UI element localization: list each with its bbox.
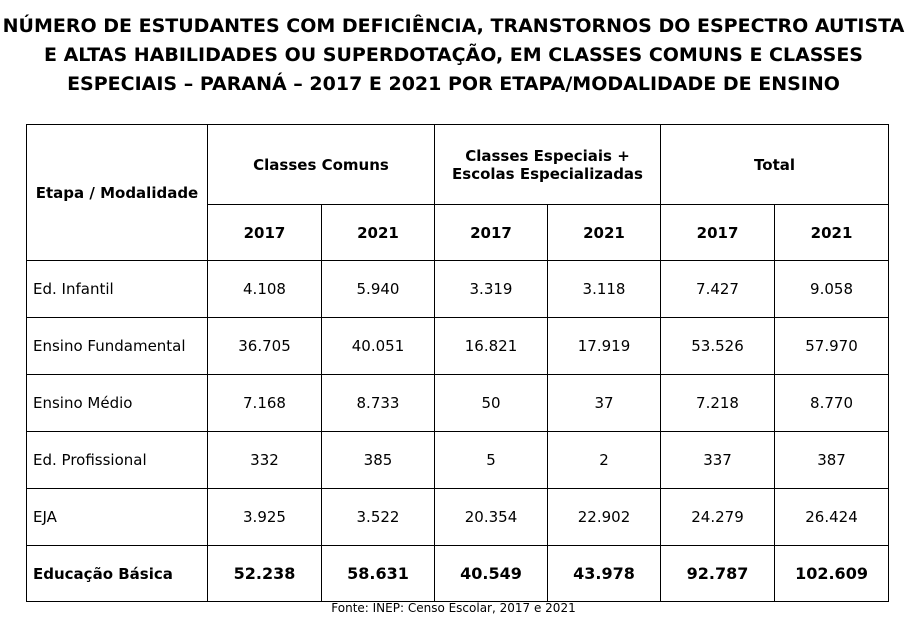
table-cell: 7.168 [207, 374, 322, 432]
group-header-classes-comuns: Classes Comuns [207, 124, 435, 205]
table-cell: 2 [546, 431, 662, 489]
table-cell: 3.319 [434, 260, 548, 318]
group-header-row: Etapa / Modalidade Classes Comuns Classe… [26, 124, 890, 261]
year-header-row: 2017 2021 2017 2021 2017 2021 [27, 204, 890, 261]
year-header: 2017 [207, 204, 322, 261]
table-cell: 387 [774, 431, 890, 489]
table-cell: 20.354 [434, 488, 548, 546]
table-cell: 24.279 [660, 488, 776, 546]
table-cell: 5.940 [321, 260, 435, 318]
table-cell: 3.522 [321, 488, 435, 546]
table-cell: 40.549 [434, 545, 548, 602]
table-cell: 50 [434, 374, 548, 432]
table-row: Ed. Profissional 332 385 5 2 337 387 [26, 431, 890, 489]
table-cell: 52.238 [207, 545, 322, 602]
row-label: EJA [26, 488, 208, 546]
table-cell: 332 [207, 431, 322, 489]
table-cell: 53.526 [660, 317, 776, 375]
table-cell: 3.925 [207, 488, 322, 546]
table-cell: 40.051 [321, 317, 435, 375]
table-cell: 16.821 [434, 317, 548, 375]
title-line-3: ESPECIAIS – PARANÁ – 2017 E 2021 POR ETA… [67, 73, 840, 95]
group-header-line: Total [754, 155, 796, 174]
source-note: Fonte: INEP: Censo Escolar, 2017 e 2021 [331, 601, 576, 615]
table-cell: 4.108 [207, 260, 322, 318]
table-cell: 7.427 [660, 260, 776, 318]
table-cell: 3.118 [546, 260, 662, 318]
group-header-line: Classes Especiais + [465, 146, 630, 165]
table-cell: 37 [546, 374, 662, 432]
table-cell: 17.919 [546, 317, 662, 375]
document-title: NÚMERO DE ESTUDANTES COM DEFICIÊNCIA, TR… [0, 12, 907, 99]
total-row: Educação Básica 52.238 58.631 40.549 43.… [26, 545, 890, 602]
table-cell: 8.733 [321, 374, 435, 432]
table-cell: 58.631 [321, 545, 435, 602]
table-cell: 36.705 [207, 317, 322, 375]
table-row: Ensino Médio 7.168 8.733 50 37 7.218 8.7… [26, 374, 890, 432]
table-row: Ed. Infantil 4.108 5.940 3.319 3.118 7.4… [26, 260, 890, 318]
row-label: Ed. Profissional [26, 431, 208, 489]
row-label: Ed. Infantil [26, 260, 208, 318]
year-header: 2017 [434, 204, 548, 261]
table-cell: 22.902 [546, 488, 662, 546]
year-header: 2021 [321, 204, 435, 261]
table-cell: 7.218 [660, 374, 776, 432]
table-cell: 92.787 [660, 545, 776, 602]
table-cell: 9.058 [774, 260, 890, 318]
students-table: Etapa / Modalidade Classes Comuns Classe… [26, 124, 890, 602]
table-row: EJA 3.925 3.522 20.354 22.902 24.279 26.… [26, 488, 890, 546]
group-header-total: Total [660, 124, 890, 205]
table-cell: 337 [660, 431, 776, 489]
title-line-1: NÚMERO DE ESTUDANTES COM DEFICIÊNCIA, TR… [2, 15, 905, 37]
row-label: Educação Básica [26, 545, 208, 602]
year-header: 2017 [660, 204, 776, 261]
table-cell: 5 [434, 431, 548, 489]
row-label: Ensino Médio [26, 374, 208, 432]
table-row: Ensino Fundamental 36.705 40.051 16.821 … [26, 317, 890, 375]
table-cell: 26.424 [774, 488, 890, 546]
table-cell: 43.978 [546, 545, 662, 602]
year-header: 2021 [546, 204, 662, 261]
row-label: Ensino Fundamental [26, 317, 208, 375]
title-line-2: E ALTAS HABILIDADES OU SUPERDOTAÇÃO, EM … [44, 44, 863, 66]
table-cell: 8.770 [774, 374, 890, 432]
table-cell: 385 [321, 431, 435, 489]
group-header-line: Escolas Especializadas [452, 164, 643, 183]
group-header-classes-especiais: Classes Especiais + Escolas Especializad… [433, 124, 662, 205]
group-header-line: Classes Comuns [253, 155, 389, 174]
column-header-etapa: Etapa / Modalidade [26, 124, 208, 261]
table-cell: 102.609 [774, 545, 890, 602]
table-cell: 57.970 [774, 317, 890, 375]
year-header: 2021 [774, 204, 890, 261]
